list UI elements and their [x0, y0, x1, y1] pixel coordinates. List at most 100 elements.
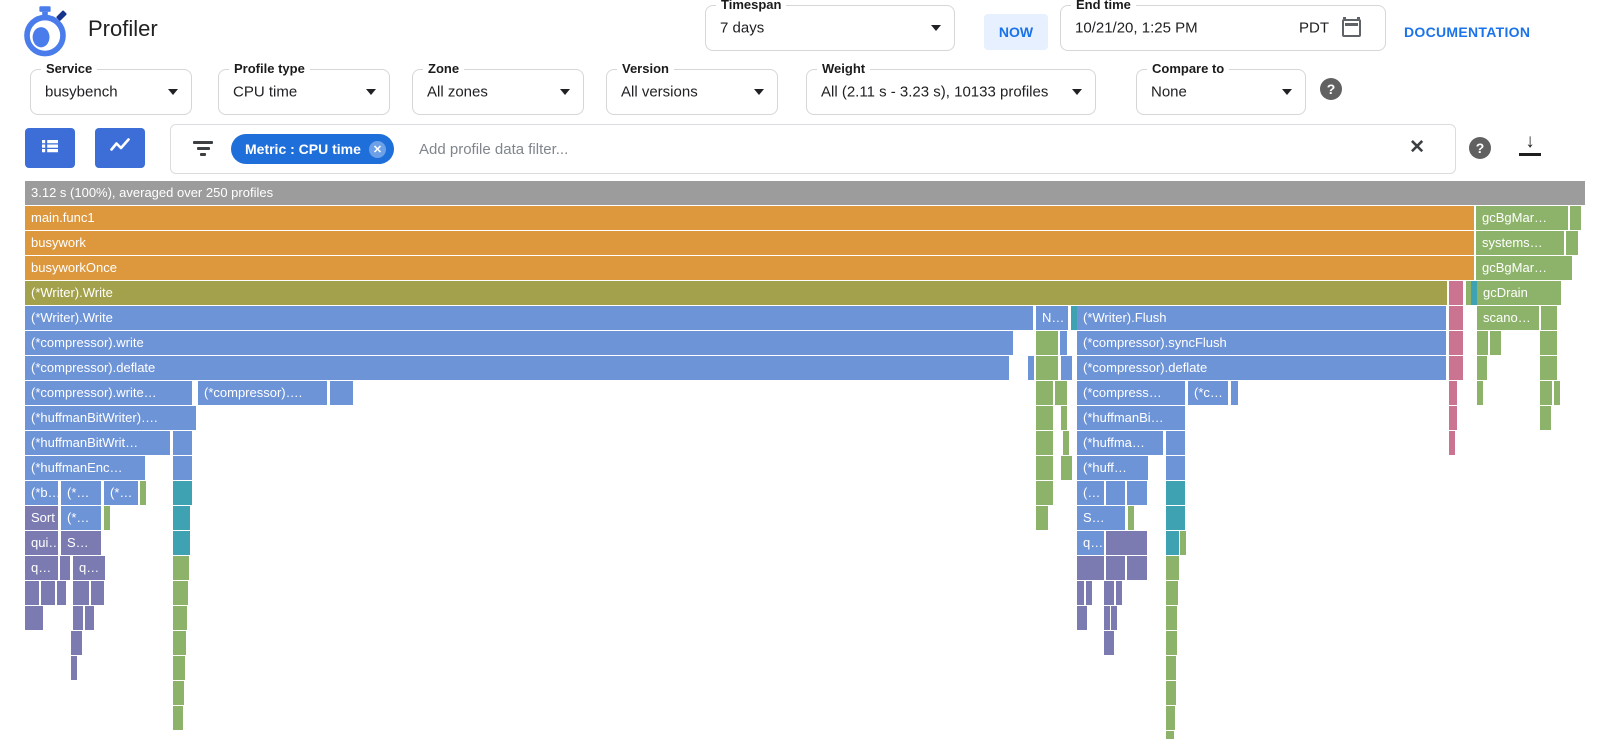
- metric-filter-chip[interactable]: Metric : CPU time ✕: [231, 134, 394, 164]
- flame-segment[interactable]: [91, 581, 104, 605]
- flame-segment[interactable]: [1061, 406, 1067, 430]
- flame-segment[interactable]: [1449, 356, 1463, 380]
- flame-segment[interactable]: [1231, 381, 1238, 405]
- flame-segment[interactable]: [37, 606, 43, 630]
- flame-segment[interactable]: [1081, 606, 1087, 630]
- flame-segment[interactable]: [1575, 206, 1581, 230]
- flame-segment[interactable]: [1061, 456, 1067, 480]
- flame-segment[interactable]: [76, 631, 82, 655]
- flame-segment[interactable]: [1055, 381, 1061, 405]
- flame-segment[interactable]: [1166, 731, 1174, 739]
- flame-segment[interactable]: [173, 556, 189, 580]
- flame-segment[interactable]: (*compressor)….: [198, 381, 327, 405]
- flame-segment[interactable]: [1166, 581, 1178, 605]
- filter-field-profile-type[interactable]: Profile type CPU time: [218, 61, 390, 115]
- flame-segment[interactable]: [330, 381, 353, 405]
- flame-segment[interactable]: Sort: [25, 506, 58, 530]
- flame-segment[interactable]: busywork: [25, 231, 1474, 255]
- flame-segment[interactable]: [1028, 356, 1034, 380]
- flame-segment[interactable]: [1477, 381, 1483, 405]
- flame-segment[interactable]: S…: [61, 531, 101, 555]
- flame-segment[interactable]: [85, 606, 94, 630]
- flame-segment[interactable]: scano…: [1477, 306, 1539, 330]
- flame-segment[interactable]: [173, 481, 192, 505]
- flame-segment[interactable]: [1036, 406, 1053, 430]
- filter-field-zone[interactable]: Zone All zones: [412, 61, 584, 115]
- flame-segment[interactable]: [173, 581, 188, 605]
- flame-segment[interactable]: [1036, 456, 1053, 480]
- flame-segment[interactable]: [1540, 381, 1552, 405]
- flame-segment[interactable]: S…: [1077, 506, 1125, 530]
- flame-segment[interactable]: [1166, 631, 1177, 655]
- flame-segment[interactable]: [173, 456, 192, 480]
- flame-segment[interactable]: (*…: [104, 481, 138, 505]
- flame-segment[interactable]: (*c…: [1188, 381, 1228, 405]
- flame-segment[interactable]: (*huffmanBitWriter)….: [25, 406, 196, 430]
- flame-segment[interactable]: [1540, 356, 1557, 380]
- flame-segment[interactable]: [1166, 606, 1177, 630]
- flame-segment[interactable]: q…: [1077, 531, 1104, 555]
- flame-segment[interactable]: 3.12 s (100%), averaged over 250 profile…: [25, 181, 1585, 205]
- flame-segment[interactable]: [1180, 531, 1186, 555]
- flame-segment[interactable]: [1061, 381, 1067, 405]
- flame-segment[interactable]: [1104, 581, 1114, 605]
- flame-segment[interactable]: (*huffmanBi…: [1077, 406, 1185, 430]
- flame-segment[interactable]: [73, 606, 83, 630]
- flame-segment[interactable]: [1449, 331, 1463, 355]
- flame-segment[interactable]: (*Writer).Write: [25, 306, 1033, 330]
- flame-segment[interactable]: [1036, 481, 1053, 505]
- flame-segment[interactable]: [1570, 206, 1576, 230]
- flame-segment[interactable]: [173, 606, 187, 630]
- flame-segment[interactable]: [71, 656, 77, 680]
- flame-segment[interactable]: [71, 631, 77, 655]
- flame-segment[interactable]: [1449, 281, 1463, 305]
- flame-segment[interactable]: N…: [1036, 306, 1068, 330]
- filter-input[interactable]: [417, 137, 1371, 161]
- flame-segment[interactable]: [173, 706, 183, 730]
- download-button[interactable]: ↓: [1519, 132, 1541, 156]
- flame-segment[interactable]: [1449, 306, 1463, 330]
- flame-segment[interactable]: [1086, 581, 1092, 605]
- flame-segment[interactable]: [173, 506, 190, 530]
- flame-segment[interactable]: [173, 531, 190, 555]
- flame-segment[interactable]: gcBgMar…: [1476, 206, 1568, 230]
- flame-segment[interactable]: [1036, 381, 1053, 405]
- flame-segment[interactable]: [1066, 456, 1072, 480]
- flame-segment[interactable]: [73, 581, 89, 605]
- flame-segment[interactable]: [1166, 531, 1179, 555]
- flame-segment[interactable]: (*huffma…: [1077, 431, 1163, 455]
- flame-segment[interactable]: (…: [1077, 481, 1104, 505]
- flame-segment[interactable]: [1036, 506, 1048, 530]
- flame-segment[interactable]: [1477, 356, 1487, 380]
- chip-close-icon[interactable]: ✕: [368, 140, 386, 158]
- flame-segment[interactable]: [1066, 356, 1072, 380]
- flame-segment[interactable]: q…: [73, 556, 105, 580]
- flame-segment[interactable]: [1166, 706, 1175, 730]
- flame-segment[interactable]: (*compressor).deflate: [1077, 356, 1446, 380]
- flame-segment[interactable]: systems…: [1476, 231, 1564, 255]
- flame-segment[interactable]: [29, 606, 35, 630]
- flame-segment[interactable]: [1127, 481, 1147, 505]
- flame-segment[interactable]: [1540, 331, 1557, 355]
- flame-segment[interactable]: [173, 656, 185, 680]
- end-time-field[interactable]: End time 10/21/20, 1:25 PM PDT: [1060, 0, 1386, 51]
- now-button[interactable]: NOW: [984, 14, 1048, 50]
- filter-field-service[interactable]: Service busybench: [30, 61, 192, 115]
- flame-segment[interactable]: busyworkOnce: [25, 256, 1474, 280]
- filter-field-compare-to[interactable]: Compare to None: [1136, 61, 1306, 115]
- flame-segment[interactable]: q…: [25, 556, 58, 580]
- flame-segment[interactable]: (*…: [61, 481, 101, 505]
- flame-segment[interactable]: main.func1: [25, 206, 1474, 230]
- flame-segment[interactable]: [60, 556, 70, 580]
- flame-segment[interactable]: [1471, 281, 1477, 305]
- flame-segment[interactable]: [104, 506, 110, 530]
- flame-segment[interactable]: [1071, 306, 1077, 330]
- flame-segment[interactable]: [173, 681, 184, 705]
- calendar-icon[interactable]: [1342, 17, 1361, 37]
- flame-segment[interactable]: [1106, 481, 1125, 505]
- clear-filters-icon[interactable]: ✕: [1409, 137, 1425, 158]
- flame-segment[interactable]: [41, 581, 55, 605]
- flame-segment[interactable]: [173, 631, 186, 655]
- flame-segment[interactable]: gcBgMar…: [1476, 256, 1572, 280]
- flame-segment[interactable]: [1166, 656, 1176, 680]
